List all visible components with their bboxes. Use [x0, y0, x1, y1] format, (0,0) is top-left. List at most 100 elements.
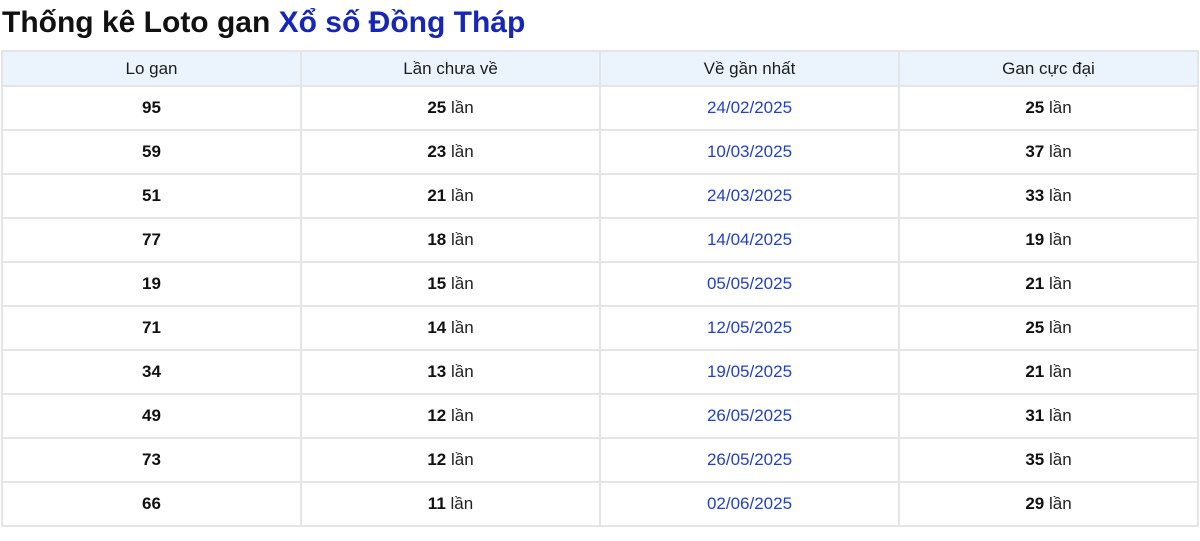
cell-lo-gan: 19 — [3, 263, 300, 305]
lo-gan-value: 34 — [142, 362, 161, 381]
lo-gan-value: 77 — [142, 230, 161, 249]
unit-label: lần — [450, 318, 474, 337]
cell-ve-gan-nhat: 24/02/2025 — [601, 87, 898, 129]
date-link[interactable]: 10/03/2025 — [706, 142, 793, 161]
unit-label: lần — [1048, 230, 1072, 249]
lan-chua-ve-value: 23 — [427, 142, 447, 161]
unit-label: lần — [450, 142, 474, 161]
cell-ve-gan-nhat: 26/05/2025 — [601, 395, 898, 437]
date-link[interactable]: 02/06/2025 — [706, 494, 793, 513]
lan-chua-ve-value: 14 — [427, 318, 447, 337]
date-link[interactable]: 12/05/2025 — [706, 318, 793, 337]
table-row: 19 15 lần 05/05/2025 21 lần — [3, 263, 1197, 305]
unit-label: lần — [1048, 98, 1072, 117]
table-row: 49 12 lần 26/05/2025 31 lần — [3, 395, 1197, 437]
cell-gan-cuc-dai: 35 lần — [900, 439, 1197, 481]
gan-cuc-dai-value: 37 — [1025, 142, 1045, 161]
lo-gan-value: 71 — [142, 318, 161, 337]
unit-label: lần — [450, 98, 474, 117]
table-row: 66 11 lần 02/06/2025 29 lần — [3, 483, 1197, 525]
unit-label: lần — [1048, 186, 1072, 205]
date-link[interactable]: 05/05/2025 — [706, 274, 793, 293]
unit-label: lần — [450, 186, 474, 205]
gan-cuc-dai-value: 19 — [1025, 230, 1045, 249]
gan-cuc-dai-value: 29 — [1025, 494, 1045, 513]
date-link[interactable]: 26/05/2025 — [706, 406, 793, 425]
cell-gan-cuc-dai: 31 lần — [900, 395, 1197, 437]
cell-lo-gan: 77 — [3, 219, 300, 261]
date-link[interactable]: 24/02/2025 — [706, 98, 793, 117]
cell-ve-gan-nhat: 02/06/2025 — [601, 483, 898, 525]
cell-ve-gan-nhat: 19/05/2025 — [601, 351, 898, 393]
table-row: 95 25 lần 24/02/2025 25 lần — [3, 87, 1197, 129]
gan-cuc-dai-value: 21 — [1025, 274, 1045, 293]
cell-lan-chua-ve: 14 lần — [302, 307, 599, 349]
column-header-lan-chua-ve: Lần chưa về — [302, 52, 599, 85]
lo-gan-value: 51 — [142, 186, 161, 205]
table-row: 34 13 lần 19/05/2025 21 lần — [3, 351, 1197, 393]
gan-cuc-dai-value: 35 — [1025, 450, 1045, 469]
cell-ve-gan-nhat: 10/03/2025 — [601, 131, 898, 173]
lan-chua-ve-value: 21 — [427, 186, 447, 205]
page-title-text: Thống kê Loto gan — [2, 6, 279, 39]
cell-lo-gan: 34 — [3, 351, 300, 393]
cell-lan-chua-ve: 11 lần — [302, 483, 599, 525]
cell-lo-gan: 49 — [3, 395, 300, 437]
lan-chua-ve-value: 18 — [427, 230, 447, 249]
unit-label: lần — [450, 406, 474, 425]
cell-lan-chua-ve: 18 lần — [302, 219, 599, 261]
cell-lan-chua-ve: 25 lần — [302, 87, 599, 129]
unit-label: lần — [1048, 318, 1072, 337]
loto-gan-table: Lo gan Lần chưa về Về gần nhất Gan cực đ… — [1, 50, 1199, 527]
cell-lo-gan: 59 — [3, 131, 300, 173]
gan-cuc-dai-value: 31 — [1025, 406, 1045, 425]
lan-chua-ve-value: 13 — [427, 362, 447, 381]
table-row: 51 21 lần 24/03/2025 33 lần — [3, 175, 1197, 217]
cell-ve-gan-nhat: 12/05/2025 — [601, 307, 898, 349]
lan-chua-ve-value: 12 — [427, 406, 447, 425]
cell-lan-chua-ve: 15 lần — [302, 263, 599, 305]
date-link[interactable]: 24/03/2025 — [706, 186, 793, 205]
column-header-lo-gan: Lo gan — [3, 52, 300, 85]
unit-label: lần — [1048, 450, 1072, 469]
lan-chua-ve-value: 25 — [427, 98, 447, 117]
table-row: 59 23 lần 10/03/2025 37 lần — [3, 131, 1197, 173]
cell-lan-chua-ve: 23 lần — [302, 131, 599, 173]
cell-gan-cuc-dai: 21 lần — [900, 351, 1197, 393]
cell-ve-gan-nhat: 05/05/2025 — [601, 263, 898, 305]
date-link[interactable]: 19/05/2025 — [706, 362, 793, 381]
lottery-name-link[interactable]: Xổ số Đồng Tháp — [278, 6, 526, 39]
header-row: Lo gan Lần chưa về Về gần nhất Gan cực đ… — [3, 52, 1197, 85]
cell-gan-cuc-dai: 21 lần — [900, 263, 1197, 305]
cell-lo-gan: 66 — [3, 483, 300, 525]
cell-ve-gan-nhat: 24/03/2025 — [601, 175, 898, 217]
unit-label: lần — [450, 274, 474, 293]
lo-gan-value: 59 — [142, 142, 161, 161]
lan-chua-ve-value: 15 — [427, 274, 447, 293]
unit-label: lần — [1048, 494, 1072, 513]
cell-gan-cuc-dai: 29 lần — [900, 483, 1197, 525]
cell-lo-gan: 71 — [3, 307, 300, 349]
lo-gan-value: 66 — [142, 494, 161, 513]
unit-label: lần — [1048, 406, 1072, 425]
table-row: 71 14 lần 12/05/2025 25 lần — [3, 307, 1197, 349]
unit-label: lần — [1048, 362, 1072, 381]
lan-chua-ve-value: 12 — [427, 450, 447, 469]
gan-cuc-dai-value: 21 — [1025, 362, 1045, 381]
lo-gan-value: 49 — [142, 406, 161, 425]
unit-label: lần — [450, 230, 474, 249]
cell-lan-chua-ve: 21 lần — [302, 175, 599, 217]
gan-cuc-dai-value: 25 — [1025, 98, 1045, 117]
cell-lan-chua-ve: 12 lần — [302, 439, 599, 481]
cell-gan-cuc-dai: 33 lần — [900, 175, 1197, 217]
cell-lo-gan: 73 — [3, 439, 300, 481]
unit-label: lần — [1048, 274, 1072, 293]
unit-label: lần — [450, 494, 474, 513]
cell-lan-chua-ve: 12 lần — [302, 395, 599, 437]
date-link[interactable]: 26/05/2025 — [706, 450, 793, 469]
cell-ve-gan-nhat: 26/05/2025 — [601, 439, 898, 481]
page-title: Thống kê Loto gan Xổ số Đồng Tháp — [2, 4, 1200, 42]
date-link[interactable]: 14/04/2025 — [706, 230, 793, 249]
lan-chua-ve-value: 11 — [427, 494, 446, 513]
gan-cuc-dai-value: 33 — [1025, 186, 1045, 205]
